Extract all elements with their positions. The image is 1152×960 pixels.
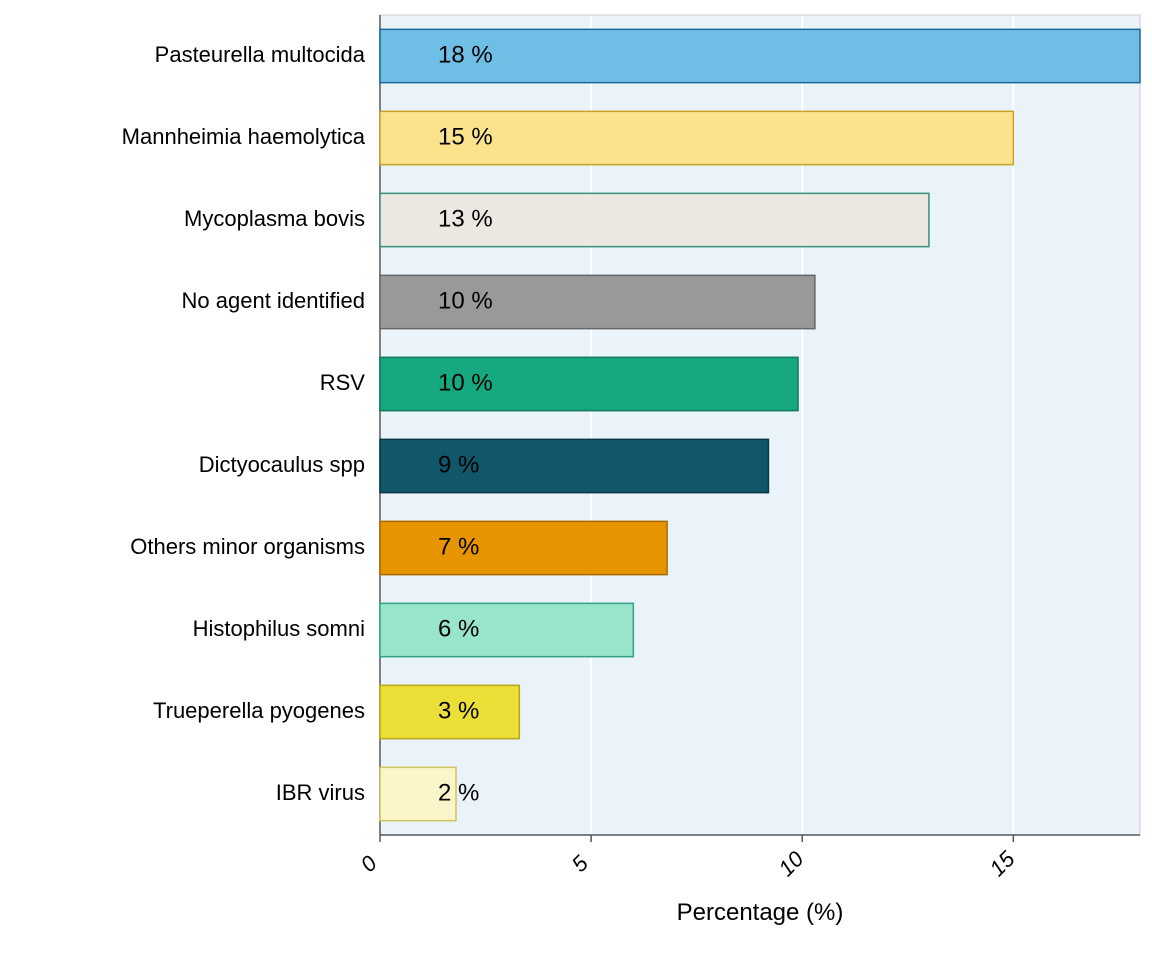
category-label: Histophilus somni [193, 616, 365, 641]
category-label: Mannheimia haemolytica [122, 124, 366, 149]
value-label: 6 % [438, 615, 479, 642]
value-label: 13 % [438, 205, 493, 232]
value-label: 18 % [438, 41, 493, 68]
x-tick-label: 0 [356, 850, 383, 877]
value-label: 10 % [438, 369, 493, 396]
bar-chart: Pasteurella multocida 18 % Mannheimia haem… [0, 0, 1152, 960]
category-label: No agent identified [182, 288, 365, 313]
value-label: 3 % [438, 697, 479, 724]
x-tick-label: 5 [567, 850, 594, 877]
bar [380, 521, 667, 574]
value-label: 9 % [438, 451, 479, 478]
category-label: Pasteurella multocida [155, 42, 366, 67]
category-label: Others minor organisms [130, 534, 365, 559]
category-label: IBR virus [276, 780, 365, 805]
value-label: 2 % [438, 779, 479, 806]
x-tick-label: 10 [773, 846, 809, 882]
bar [380, 29, 1140, 82]
category-label: RSV [320, 370, 366, 395]
category-label: Trueperella pyogenes [153, 698, 365, 723]
category-label: Dictyocaulus spp [199, 452, 365, 477]
value-label: 15 % [438, 123, 493, 150]
chart-container: Pasteurella multocida 18 % Mannheimia haem… [0, 0, 1152, 960]
value-label: 10 % [438, 287, 493, 314]
bar [380, 603, 633, 656]
x-tick-label: 15 [985, 846, 1021, 882]
category-label: Mycoplasma bovis [184, 206, 365, 231]
value-label: 7 % [438, 533, 479, 560]
x-axis-title: Percentage (%) [677, 899, 844, 926]
